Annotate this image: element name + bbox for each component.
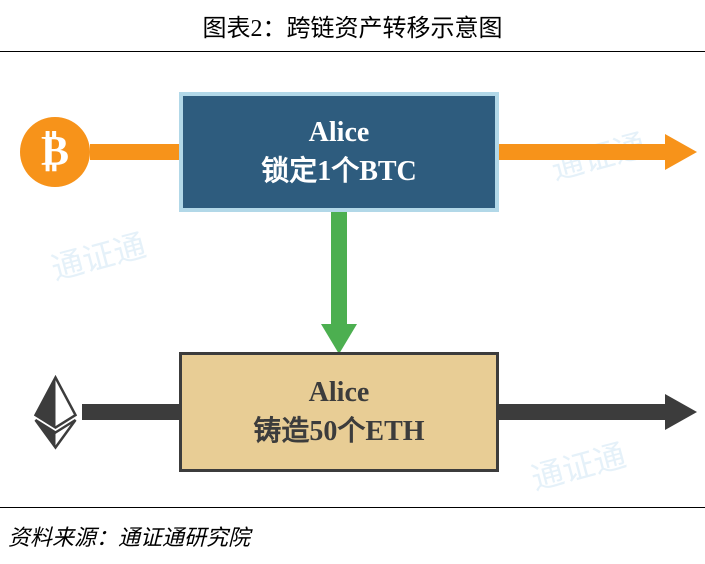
ethereum-icon xyxy=(20,377,90,447)
watermark: 通证通 xyxy=(46,220,151,289)
mint-eth-box: Alice 铸造50个ETH xyxy=(179,352,499,472)
diagram-area: 通证通 通证通 通证通 ₿ Alice 锁定1个BTC Alice 铸造50个E… xyxy=(0,52,705,512)
eth-arrow-right xyxy=(499,404,669,420)
box-top-line2: 锁定1个BTC xyxy=(261,152,417,191)
eth-arrow-left xyxy=(82,404,179,420)
source-attribution: 资料来源：通证通研究院 xyxy=(0,507,705,564)
transfer-arrow-head xyxy=(321,324,357,354)
btc-arrow-left xyxy=(90,144,179,160)
box-bottom-line1: Alice xyxy=(309,373,370,412)
watermark: 通证通 xyxy=(526,430,631,499)
box-bottom-line2: 铸造50个ETH xyxy=(253,412,424,451)
eth-arrow-head xyxy=(665,394,697,430)
btc-arrow-head xyxy=(665,134,697,170)
btc-arrow-right xyxy=(499,144,669,160)
bitcoin-symbol: ₿ xyxy=(41,128,69,176)
box-top-line1: Alice xyxy=(309,113,370,152)
bitcoin-icon: ₿ xyxy=(20,117,90,187)
chart-title: 图表2：跨链资产转移示意图 xyxy=(0,0,705,52)
transfer-arrow-line xyxy=(331,212,347,327)
lock-btc-box: Alice 锁定1个BTC xyxy=(179,92,499,212)
